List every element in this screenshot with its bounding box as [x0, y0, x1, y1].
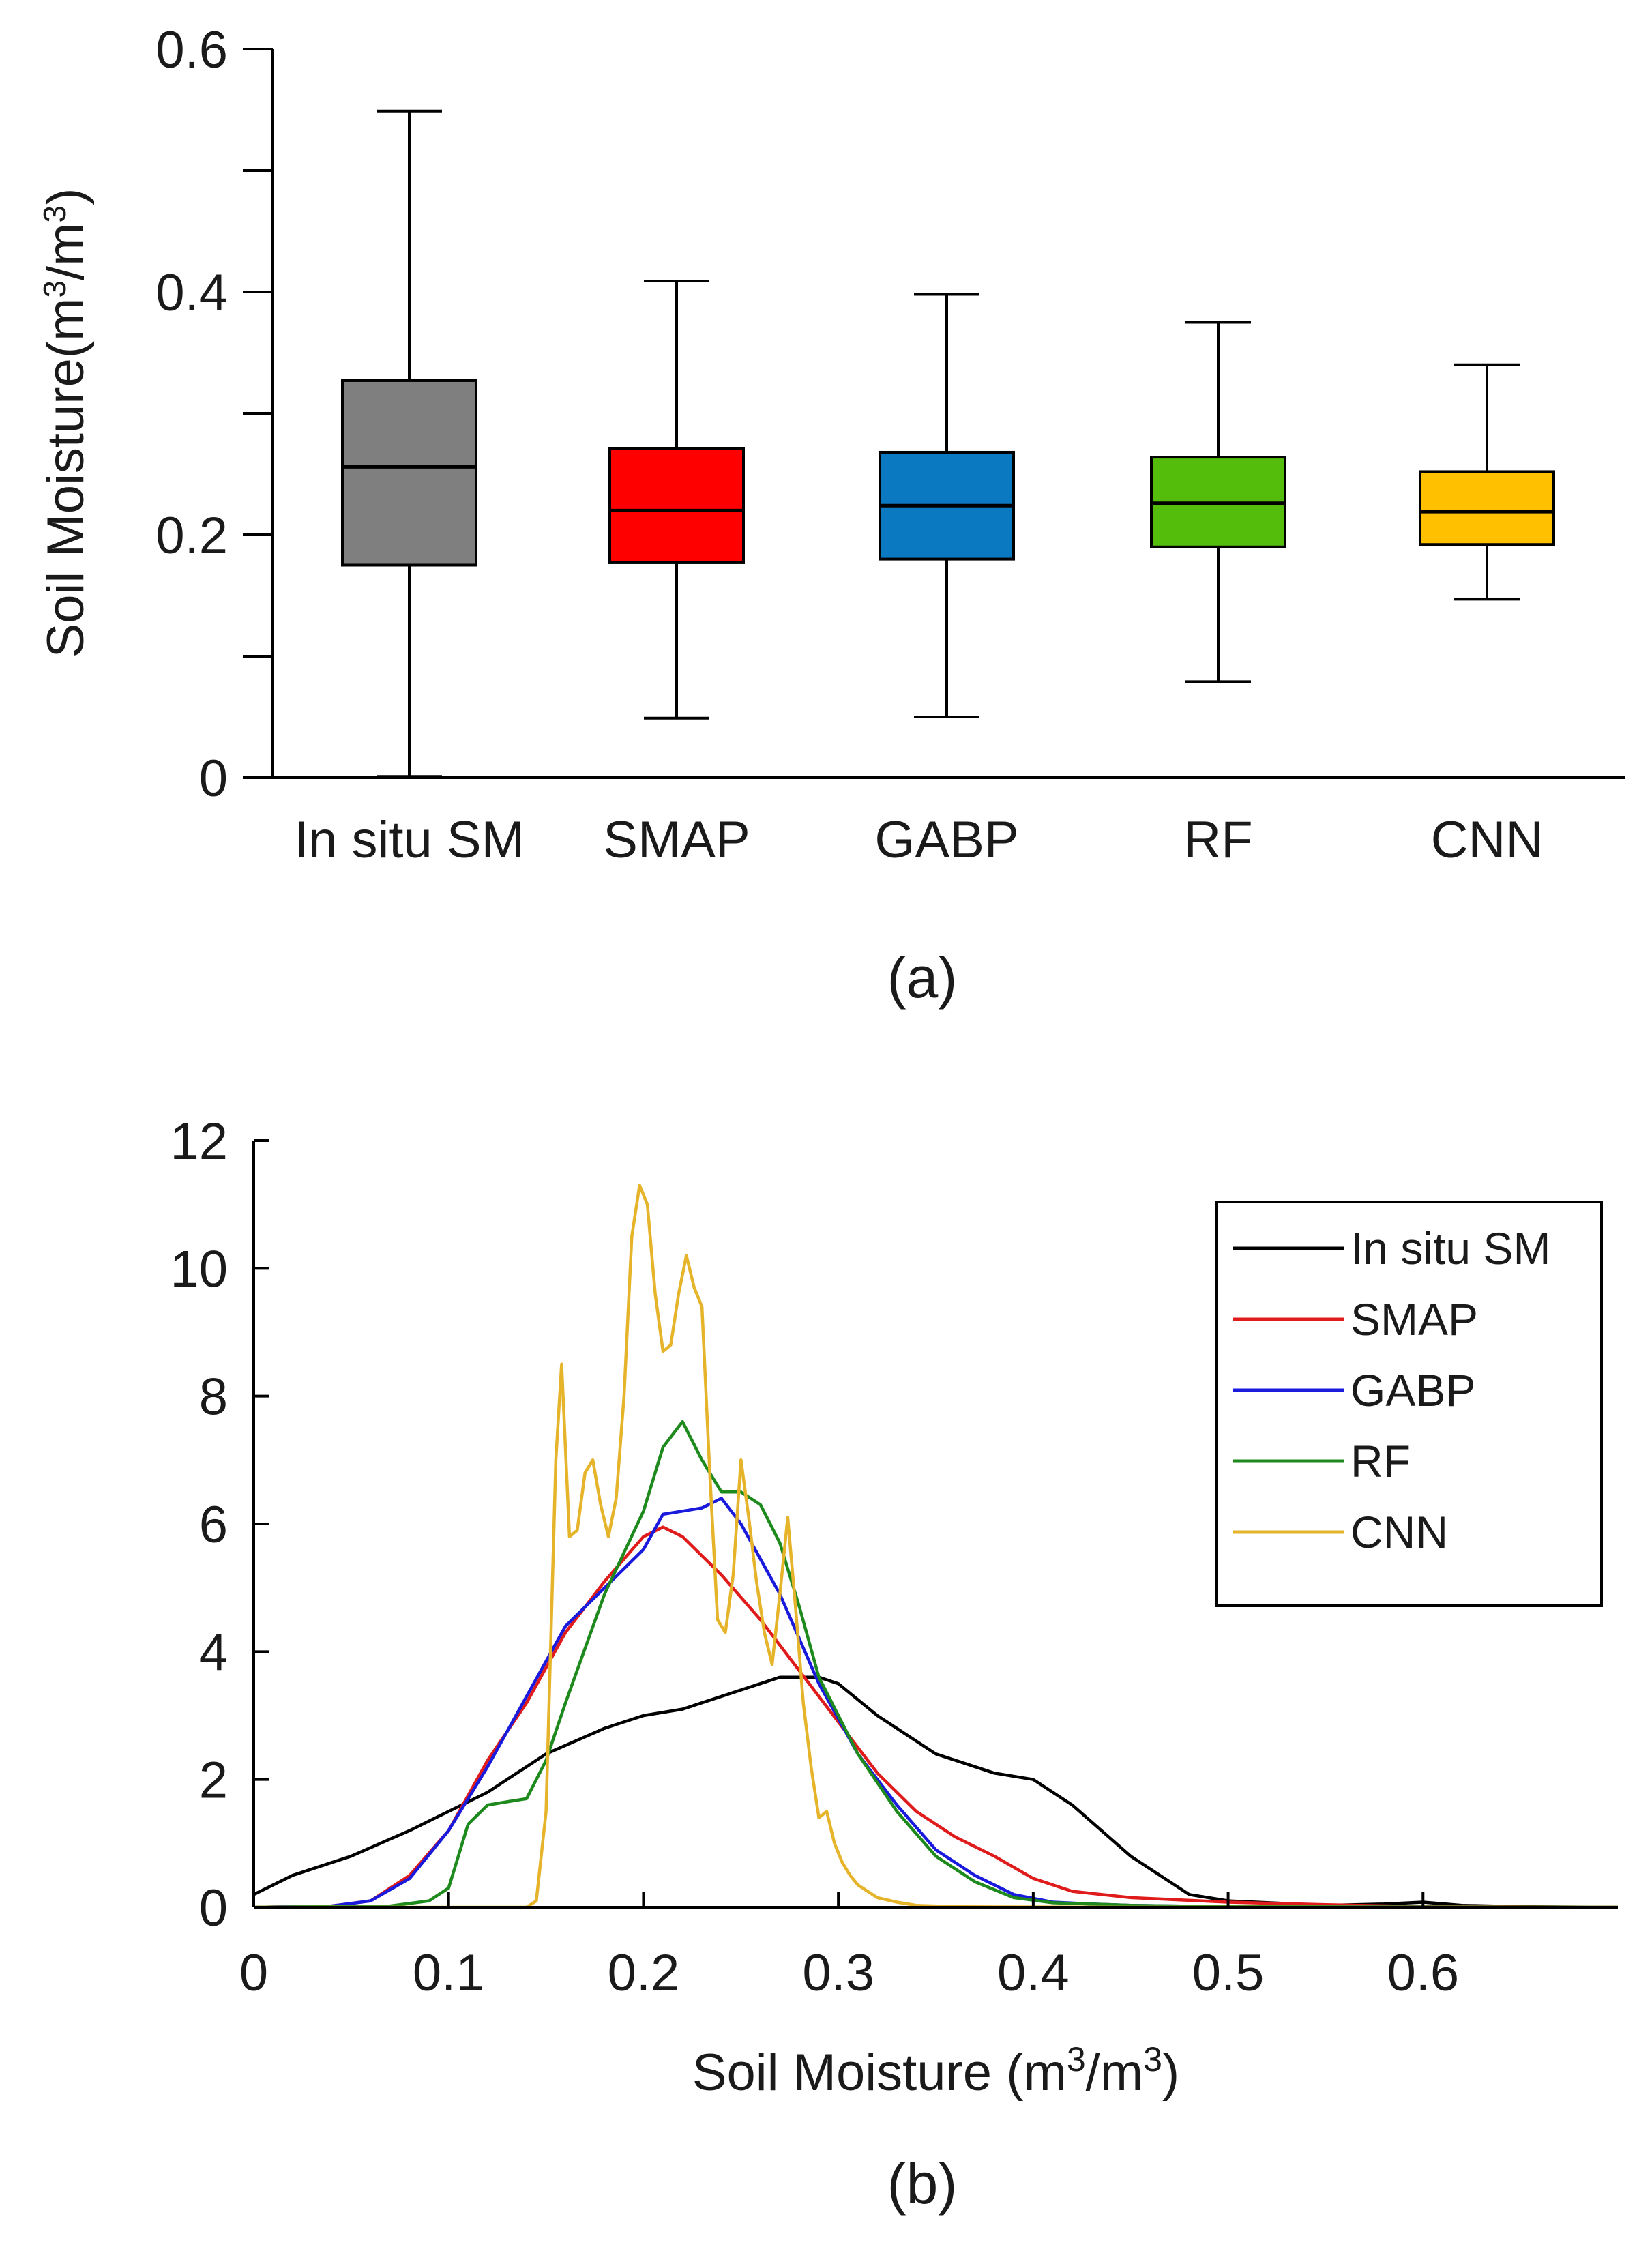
y-tick-label: 0.2 [156, 507, 228, 565]
y-tick-label: 6 [199, 1496, 228, 1554]
y-tick-label: 0.4 [156, 264, 228, 322]
legend-label: GABP [1351, 1365, 1475, 1415]
legend-item: RF [1233, 1436, 1411, 1486]
legend-label: RF [1351, 1436, 1411, 1486]
y-tick-label: 0.6 [156, 21, 228, 79]
x-category-label: RF [1183, 811, 1252, 869]
boxplot-y-axis-title: Soil Moisture(m3/m3) [37, 188, 95, 658]
series-line-cnn [254, 1184, 1618, 1909]
legend-item: In situ SM [1233, 1223, 1550, 1274]
box-smap [608, 279, 745, 720]
density-lines [253, 1184, 1619, 1909]
panel-label-b: (b) [887, 2151, 958, 2216]
box-gabp [879, 293, 1015, 718]
x-tick-label: 0 [239, 1944, 268, 2002]
x-category-label: In situ SM [294, 811, 525, 869]
legend-label: SMAP [1351, 1294, 1478, 1344]
density-y-ticks: 0 2 4 6 8 10 12 [170, 1113, 269, 1937]
x-category-label: SMAP [603, 811, 750, 869]
boxplot-panel: 0 0.2 0.4 0.6 In situ SM SMAP GABP RF CNN Soil … [37, 21, 1625, 1010]
boxplot-y-ticks: 0 0.2 0.4 0.6 [156, 21, 273, 808]
y-tick-label: 12 [170, 1113, 228, 1171]
density-x-axis-title: Soil Moisture (m3/m3) [692, 2040, 1179, 2102]
iqr-box [608, 447, 745, 564]
series-line-rf [253, 1420, 1619, 1909]
legend-item: SMAP [1233, 1294, 1478, 1344]
x-category-label: CNN [1431, 811, 1544, 869]
y-tick-label: 0 [199, 750, 228, 808]
x-tick-label: 0.2 [608, 1944, 680, 2002]
y-tick-label: 4 [199, 1623, 228, 1681]
iqr-box [341, 379, 477, 567]
y-tick-label: 0 [199, 1879, 228, 1937]
iqr-box [1419, 470, 1555, 546]
boxplot-boxes [341, 109, 1555, 778]
legend-box [1215, 1201, 1603, 1607]
x-tick-label: 0.1 [413, 1944, 485, 2002]
x-tick-label: 0.6 [1387, 1944, 1459, 2002]
y-tick-label: 10 [170, 1240, 228, 1298]
box-cnn [1419, 363, 1555, 601]
series-line-in-situ-sm [253, 1675, 1619, 1909]
legend: In situ SM SMAP GABP RF CNN [1215, 1201, 1603, 1607]
density-x-ticks: 0 0.1 0.2 0.3 0.4 0.5 0.6 [239, 1892, 1459, 2002]
x-category-label: GABP [874, 811, 1018, 869]
y-tick-label: 8 [199, 1368, 228, 1426]
box-rf [1150, 321, 1286, 683]
legend-label: In situ SM [1351, 1223, 1550, 1274]
density-panel: 0 2 4 6 8 10 12 0 0.1 0.2 0.3 0.4 0.5 0.6 Soil Moist… [170, 1113, 1619, 2216]
y-tick-label: 2 [199, 1752, 228, 1810]
box-in-situ-sm [341, 109, 477, 778]
legend-item: GABP [1233, 1365, 1475, 1415]
x-tick-label: 0.3 [802, 1944, 874, 2002]
panel-label-a: (a) [887, 945, 958, 1010]
legend-label: CNN [1351, 1507, 1448, 1557]
boxplot-x-labels: In situ SM SMAP GABP RF CNN [294, 811, 1543, 869]
x-tick-label: 0.5 [1192, 1944, 1265, 2002]
x-tick-label: 0.4 [997, 1944, 1070, 2002]
legend-item: CNN [1233, 1507, 1448, 1557]
